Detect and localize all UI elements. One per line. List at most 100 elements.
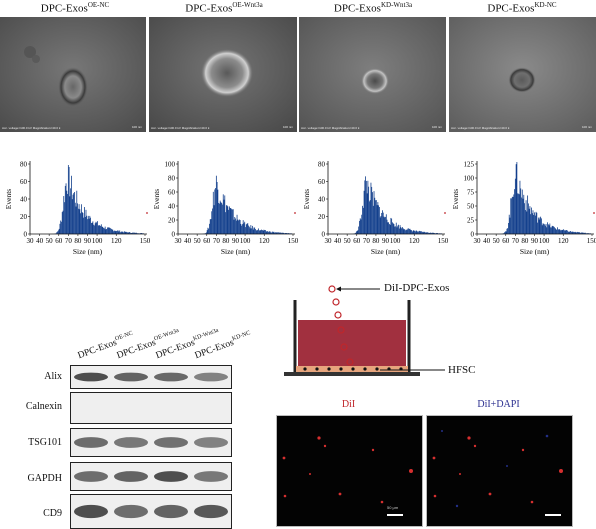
histogram-bar: [236, 214, 238, 234]
histogram-bar: [386, 219, 388, 234]
histogram-bar: [389, 224, 391, 234]
x-tick-label: 100: [92, 237, 103, 245]
histogram-bar: [575, 232, 577, 234]
blot-band: [194, 437, 228, 448]
tem-image-kd-nc: Acc. voltage=100.0 kV Magnification=40.0…: [449, 17, 596, 132]
histogram-bar: [406, 230, 408, 234]
histogram-bar: [80, 213, 82, 234]
histogram-bar: [67, 193, 68, 234]
histogram-bar: [557, 227, 558, 234]
blot-gapdh: [70, 462, 232, 491]
histogram-bar: [84, 207, 85, 234]
histogram-bar: [515, 164, 517, 234]
histogram-bar: [106, 228, 108, 234]
histogram-bar: [554, 228, 556, 234]
y-axis-label: Events: [152, 189, 161, 209]
x-tick-label: 90: [531, 237, 539, 245]
histogram-bar: [401, 227, 403, 234]
blot-band: [154, 504, 188, 519]
histogram-bar: [89, 215, 91, 234]
histogram-bar: [390, 217, 392, 234]
histogram-bar: [270, 232, 272, 234]
histogram-bar: [431, 232, 432, 234]
histogram-bar: [517, 193, 519, 234]
y-tick-label: 20: [20, 213, 28, 221]
histogram-bar: [262, 230, 264, 234]
histogram-bar: [107, 227, 109, 234]
x-tick-label: 150: [140, 237, 151, 245]
histogram-bar: [369, 201, 370, 234]
marker-dot: [294, 212, 296, 214]
y-axis-label: Events: [4, 189, 13, 209]
histogram-bar: [365, 176, 366, 234]
histogram-bar: [100, 224, 102, 234]
histogram-bar: [396, 227, 398, 234]
histogram-bar: [394, 226, 396, 234]
histogram-bar: [237, 219, 239, 234]
histogram-bar: [371, 186, 373, 234]
histogram-bar: [62, 210, 64, 234]
histogram-bar: [207, 227, 209, 234]
tem-scale: 100 nm: [431, 125, 442, 129]
histogram-bar: [234, 217, 236, 234]
histogram-bar: [128, 232, 130, 234]
y-tick-label: 0: [471, 231, 475, 239]
histogram-bar: [421, 231, 423, 234]
histogram-bar: [424, 231, 426, 234]
histogram-bar: [235, 220, 237, 234]
histogram-bar: [553, 226, 555, 234]
histogram-bar: [272, 232, 274, 234]
histogram-bar: [76, 190, 78, 234]
histogram-bar: [562, 230, 564, 234]
blot-band: [74, 504, 108, 519]
histogram-bars: [498, 162, 591, 234]
scale-bar: [545, 514, 561, 516]
histogram-bar: [235, 218, 236, 234]
histogram-bar: [534, 212, 535, 234]
histogram-bar: [375, 200, 377, 234]
histogram-bar: [248, 225, 249, 234]
histogram-bar: [243, 223, 245, 234]
x-tick-label: 150: [438, 237, 449, 245]
histogram-bar: [258, 228, 259, 234]
histogram-bar: [242, 224, 243, 234]
tem-scale: 100 nm: [581, 125, 592, 129]
histogram-bar: [378, 205, 380, 234]
histogram-bar: [380, 215, 382, 234]
histogram-bar: [253, 227, 255, 234]
exosome-vesicle: [201, 49, 253, 97]
y-tick-label: 50: [467, 203, 475, 211]
histogram-bar: [140, 233, 141, 234]
histogram-bar: [408, 228, 410, 234]
histogram-bar: [385, 214, 387, 234]
histogram-bar: [267, 231, 269, 234]
x-tick-label: 120: [259, 237, 270, 245]
tem-caption: Acc. voltage=100.0 kV Magnification=40.0…: [2, 126, 61, 130]
histogram-bar: [373, 191, 375, 234]
tem-scale: 100 nm: [131, 125, 142, 129]
histogram-bar: [413, 230, 415, 234]
histogram-bar: [212, 208, 213, 234]
x-axis-label: Size (nm): [73, 247, 103, 256]
histogram-bar: [520, 188, 522, 234]
histogram-bar: [227, 206, 229, 234]
y-tick-label: 20: [168, 217, 176, 225]
histogram-bar: [523, 194, 525, 234]
histogram-bar: [412, 230, 414, 234]
histogram-bar: [548, 225, 550, 234]
histogram-bar: [131, 232, 133, 234]
histogram-bar: [432, 232, 434, 234]
histogram-bar: [94, 223, 96, 234]
histogram-bar: [529, 206, 531, 234]
histogram-bar: [398, 224, 399, 234]
histogram-bar: [133, 232, 134, 234]
histogram-bar: [84, 217, 86, 234]
histogram-bar: [522, 198, 524, 234]
x-tick-label: 80: [372, 237, 380, 245]
histogram-bar: [250, 225, 252, 234]
histogram-bar: [271, 231, 273, 234]
histogram-bar: [141, 233, 143, 234]
histogram-bar: [524, 210, 526, 234]
histogram-bar: [414, 230, 416, 234]
histogram-bar: [269, 231, 271, 234]
